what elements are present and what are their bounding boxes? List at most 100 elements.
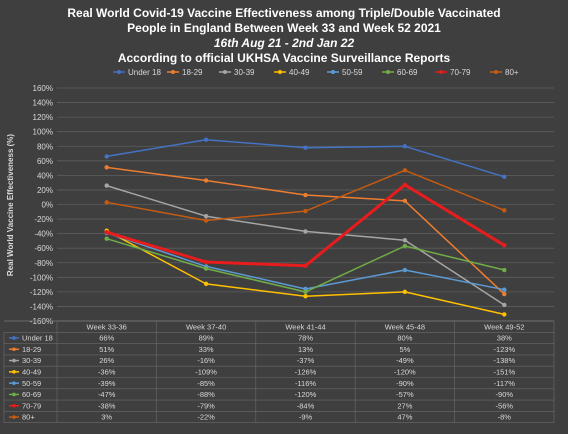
table-cell: -151% [493, 368, 515, 377]
y-tick-label: 60% [37, 157, 53, 166]
data-point [502, 302, 507, 308]
table-cell: -85% [197, 379, 215, 388]
table-cell: -138% [493, 356, 515, 365]
series-line [106, 232, 505, 291]
x-category-label: Week 33-36 [87, 323, 127, 332]
table-cell: -117% [494, 379, 515, 388]
legend-entry: 60-69 [397, 68, 418, 77]
data-point [402, 267, 408, 273]
series-18-29 [104, 165, 507, 297]
data-point [303, 263, 308, 268]
table-cell: -16% [197, 356, 215, 365]
data-point [402, 198, 408, 204]
data-point [203, 281, 209, 287]
table-legend-marker [12, 415, 16, 419]
series-line [106, 138, 505, 178]
table-cell: -90% [496, 390, 514, 399]
y-tick-label: -100% [30, 273, 53, 282]
table-cell: -126% [295, 368, 317, 377]
table-cell: -84% [297, 401, 315, 410]
table-cell: -49% [396, 356, 414, 365]
series-70-79 [104, 182, 507, 268]
table-cell: 38% [497, 334, 512, 343]
series-80- [104, 168, 507, 223]
table-cell: -90% [396, 379, 414, 388]
data-point [303, 208, 308, 214]
table-legend-marker [12, 370, 16, 374]
data-point [104, 183, 109, 188]
chart-title-line2: People in England Between Week 33 and We… [127, 21, 441, 35]
data-point [104, 229, 109, 235]
y-tick-label: 140% [33, 99, 53, 108]
data-point [402, 182, 408, 188]
y-tick-label: 80% [37, 142, 53, 151]
data-point [502, 267, 507, 273]
data-point [203, 266, 209, 271]
chart-title: Real World Covid-19 Vaccine Effectivenes… [67, 6, 500, 20]
series-under-18 [104, 137, 507, 180]
series-line [106, 230, 505, 316]
legend-marker [439, 70, 443, 74]
y-tick-label: 20% [37, 186, 53, 195]
y-tick-label: -80% [34, 259, 53, 268]
legend-entry: 80+ [505, 68, 519, 77]
table-cell: 89% [199, 334, 214, 343]
legend-marker [386, 70, 390, 74]
data-point [402, 144, 408, 149]
table-cell: -120% [295, 390, 317, 399]
legend-entry: 70-79 [450, 68, 471, 77]
table-cell: -8% [498, 413, 512, 422]
table-cell: -37% [297, 356, 315, 365]
y-tick-label: -160% [30, 317, 53, 326]
table-cell: -22% [197, 413, 215, 422]
table-cell: -39% [98, 379, 116, 388]
legend-marker [171, 70, 175, 74]
gridlines [57, 87, 554, 322]
table-series-name: 50-59 [22, 379, 41, 388]
data-point [303, 145, 308, 150]
y-tick-label: 120% [33, 113, 53, 122]
legend-entry: 30-39 [234, 68, 255, 77]
series-30-39 [104, 183, 507, 308]
table-cell: -116% [295, 379, 316, 388]
chart-subtitle: 16th Aug 21 - 2nd Jan 22 [214, 36, 355, 50]
data-point [502, 287, 507, 292]
x-category-label: Week 45-48 [385, 323, 425, 332]
table-cell: 3% [101, 413, 112, 422]
table-cell: -109% [195, 368, 217, 377]
table-cell: 26% [99, 356, 114, 365]
legend-marker [494, 70, 498, 74]
data-point [104, 154, 109, 159]
table-cell: -120% [394, 368, 416, 377]
y-tick-label: -60% [34, 244, 53, 253]
table-legend-marker [12, 358, 16, 363]
table-cell: -38% [98, 401, 116, 410]
legend-entry: 50-59 [342, 68, 363, 77]
x-category-label: Week 49-52 [484, 323, 524, 332]
legend-entry: Under 18 [128, 68, 161, 77]
data-point [502, 243, 507, 248]
table-cell: 5% [399, 345, 410, 354]
table-cell: -57% [396, 390, 414, 399]
data-point [104, 165, 109, 170]
series-lines [104, 137, 507, 317]
table-cell: -9% [299, 413, 313, 422]
table-cell: 47% [397, 413, 412, 422]
y-tick-label: 160% [33, 84, 53, 93]
data-point [203, 259, 209, 265]
y-tick-label: 0% [41, 201, 53, 210]
x-category-label: Week 41-44 [285, 323, 325, 332]
data-point [203, 213, 209, 219]
data-table: Week 33-36 Week 37-40 Week 41-44 Week 45-48… [3, 320, 555, 424]
data-point [402, 168, 408, 173]
data-point [502, 208, 507, 213]
data-point [203, 178, 209, 183]
table-series-name: 70-79 [22, 401, 41, 410]
legend-entry: 40-49 [289, 68, 310, 77]
legend-marker [117, 70, 121, 74]
table-legend-marker [12, 347, 16, 352]
data-point [303, 192, 308, 198]
table-cell: -79% [197, 401, 215, 410]
table-cell: -36% [98, 368, 116, 377]
